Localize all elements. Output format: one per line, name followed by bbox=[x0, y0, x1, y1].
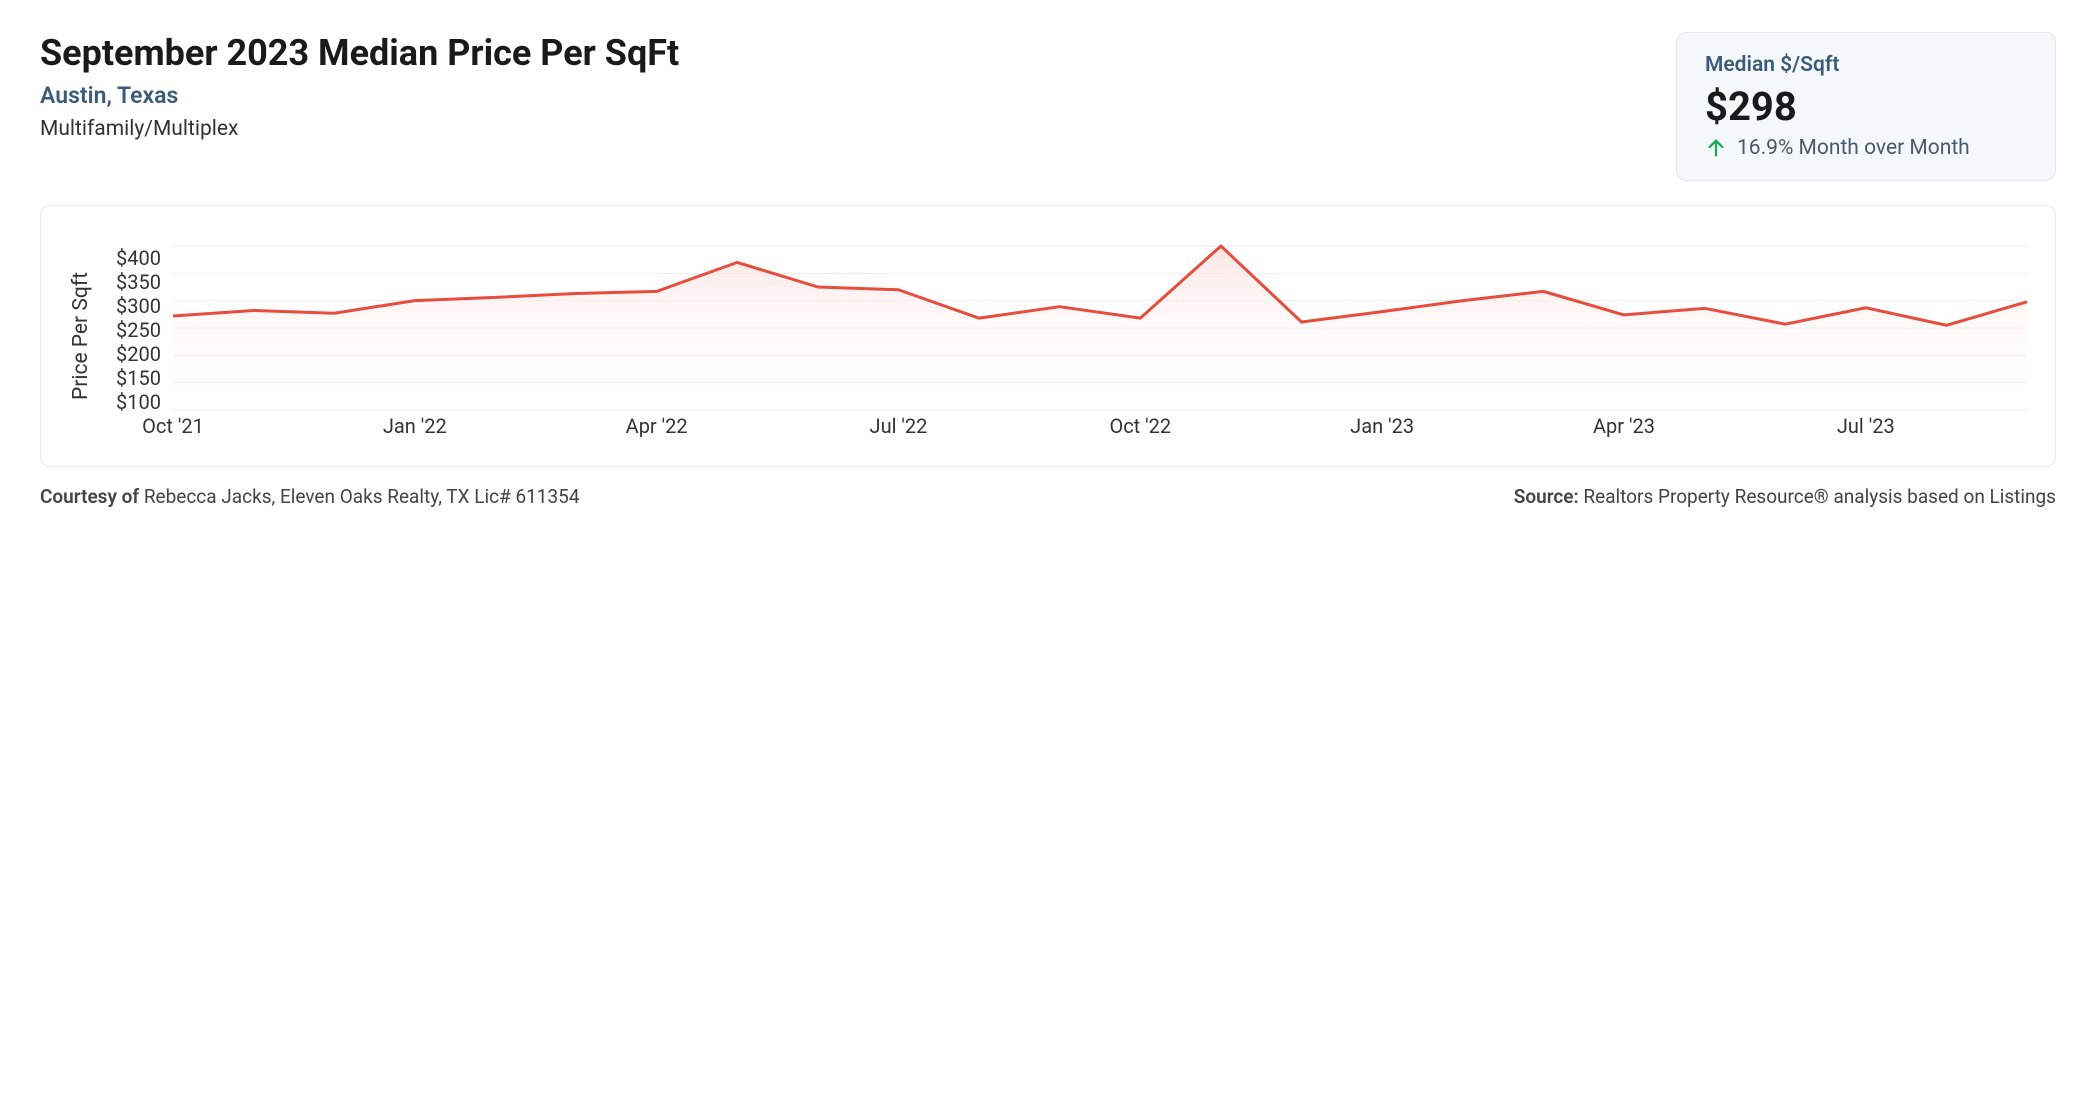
chart-plot bbox=[173, 246, 2027, 410]
location-label: Austin, Texas bbox=[40, 82, 1676, 109]
page-title: September 2023 Median Price Per SqFt bbox=[40, 32, 1676, 74]
header-left: September 2023 Median Price Per SqFt Aus… bbox=[40, 32, 1676, 141]
x-tick-label: Jan '22 bbox=[383, 414, 447, 438]
y-tick-label: $100 bbox=[101, 390, 161, 414]
x-tick-label: Apr '23 bbox=[1593, 414, 1655, 438]
y-tick-label: $250 bbox=[101, 318, 161, 342]
y-tick-label: $400 bbox=[101, 246, 161, 270]
x-tick-label: Oct '21 bbox=[142, 414, 204, 438]
y-tick-label: $300 bbox=[101, 294, 161, 318]
chart-container: Price Per Sqft $400$350$300$250$200$150$… bbox=[40, 205, 2056, 467]
stat-card-change: 16.9% Month over Month bbox=[1705, 136, 2027, 160]
courtesy-line: Courtesy of Rebecca Jacks, Eleven Oaks R… bbox=[40, 485, 580, 508]
x-tick-label: Oct '22 bbox=[1109, 414, 1171, 438]
courtesy-label: Courtesy of bbox=[40, 485, 139, 508]
source-line: Source: Realtors Property Resource® anal… bbox=[1514, 485, 2056, 508]
courtesy-text: Rebecca Jacks, Eleven Oaks Realty, TX Li… bbox=[139, 485, 579, 508]
property-type-label: Multifamily/Multiplex bbox=[40, 117, 1676, 141]
y-ticks: $400$350$300$250$200$150$100 bbox=[101, 226, 173, 446]
x-tick-label: Jul '22 bbox=[870, 414, 928, 438]
stat-card: Median $/Sqft $298 16.9% Month over Mont… bbox=[1676, 32, 2056, 181]
x-tick-label: Apr '22 bbox=[626, 414, 688, 438]
source-text: Realtors Property Resource® analysis bas… bbox=[1579, 485, 2056, 508]
plot-wrap: Oct '21Jan '22Apr '22Jul '22Oct '22Jan '… bbox=[173, 226, 2027, 446]
x-ticks: Oct '21Jan '22Apr '22Jul '22Oct '22Jan '… bbox=[173, 414, 2027, 446]
stat-card-change-text: 16.9% Month over Month bbox=[1737, 136, 1970, 160]
y-tick-label: $150 bbox=[101, 366, 161, 390]
footer: Courtesy of Rebecca Jacks, Eleven Oaks R… bbox=[40, 485, 2056, 508]
header-row: September 2023 Median Price Per SqFt Aus… bbox=[40, 32, 2056, 181]
y-tick-label: $200 bbox=[101, 342, 161, 366]
arrow-up-icon bbox=[1705, 137, 1727, 159]
stat-card-value: $298 bbox=[1705, 83, 2027, 130]
y-tick-label: $350 bbox=[101, 270, 161, 294]
x-tick-label: Jul '23 bbox=[1837, 414, 1895, 438]
y-axis-label: Price Per Sqft bbox=[61, 226, 101, 446]
stat-card-label: Median $/Sqft bbox=[1705, 53, 2027, 77]
source-label: Source: bbox=[1514, 485, 1579, 508]
x-tick-label: Jan '23 bbox=[1350, 414, 1414, 438]
chart-inner: Price Per Sqft $400$350$300$250$200$150$… bbox=[61, 226, 2027, 446]
